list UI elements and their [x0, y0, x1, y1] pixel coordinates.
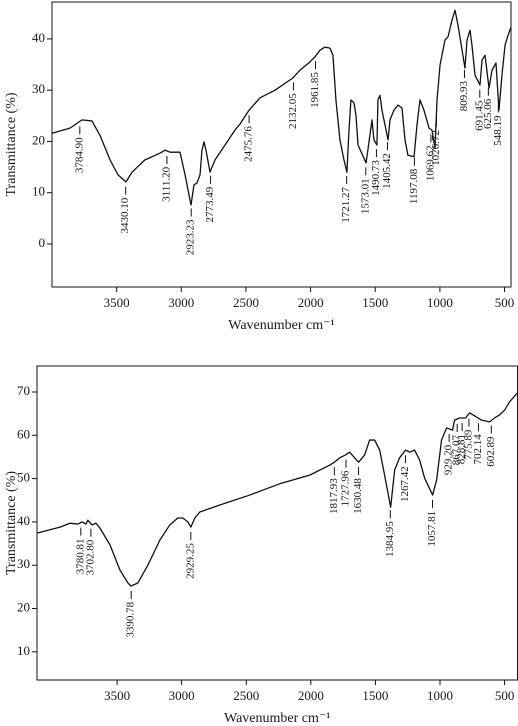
x-tick-label: 2000: [298, 688, 324, 703]
y-tick-label: 10: [17, 643, 30, 658]
annotation-label: 1405.42: [381, 153, 393, 189]
annotation-label: 3784.90: [73, 137, 85, 173]
annotation-label: 702.14: [472, 434, 484, 465]
annotation-label: 828.81: [456, 434, 468, 464]
y-tick-label: 40: [17, 513, 30, 528]
y-tick-label: 70: [17, 383, 30, 398]
annotation-label: 2929.25: [184, 543, 196, 579]
y-tick-label: 50: [17, 470, 30, 485]
annotation-label: 1267.42: [399, 466, 411, 502]
annotation-label: 2923.23: [185, 219, 197, 255]
y-tick-label: 20: [17, 600, 30, 615]
x-tick-label: 3000: [168, 295, 194, 310]
y-tick-label: 30: [32, 81, 45, 96]
annotation-label: 1817.93: [328, 478, 340, 514]
annotation-label: 929.20: [443, 444, 455, 475]
y-tick-label: 20: [32, 132, 45, 147]
annotation-label: 809.93: [458, 80, 470, 111]
spectrum-line: [51, 9, 512, 206]
annotation-label: 1630.48: [352, 478, 364, 514]
x-tick-label: 500: [495, 295, 515, 310]
x-axis-label: Wavenumber cm⁻¹: [224, 711, 330, 726]
annotation-label: 3702.80: [84, 539, 96, 575]
annotation-label: 1727.96: [340, 470, 352, 506]
annotation-label: 3111.20: [160, 166, 172, 201]
plot-frame: [36, 365, 518, 681]
annotation-label: 1384.95: [384, 521, 396, 557]
y-axis-label: Transmittance (%): [4, 92, 19, 196]
y-tick-label: 30: [17, 556, 30, 571]
annotation-label: 3780.81: [74, 539, 86, 575]
plot-frame: [51, 1, 512, 288]
y-tick-label: 0: [39, 235, 46, 250]
annotation-label: 1069.62: [424, 145, 436, 181]
annotation-label: 1026.72: [430, 130, 442, 166]
spectrum-line: [36, 392, 518, 587]
annotation-label: 1057.81: [426, 511, 438, 547]
y-tick-label: 10: [32, 184, 45, 199]
annotation-label: 775.89: [462, 429, 474, 460]
y-tick-label: 40: [32, 30, 45, 45]
x-tick-label: 3000: [169, 688, 195, 703]
y-axis-label: Transmittance (%): [4, 471, 19, 575]
annotation-label: 1961.85: [309, 72, 321, 108]
annotation-label: 602.89: [485, 436, 497, 467]
x-tick-label: 3500: [104, 295, 130, 310]
annotation-label: 2475.76: [243, 126, 255, 162]
annotation-label: 3390.78: [125, 601, 137, 637]
annotation-label: 1573.01: [359, 178, 371, 214]
annotation-label: 3430.10: [119, 197, 131, 233]
annotation-label: 548.19: [492, 115, 504, 146]
y-tick-label: 60: [17, 426, 30, 441]
x-tick-label: 500: [495, 688, 515, 703]
annotation-label: 2132.05: [287, 93, 299, 129]
annotation-label: 1197.08: [408, 168, 420, 204]
x-axis-label: Wavenumber cm⁻¹: [228, 318, 334, 333]
x-tick-label: 3500: [104, 688, 130, 703]
annotation-label: 625.06: [482, 98, 494, 129]
x-tick-label: 2500: [233, 688, 259, 703]
annotation-label: 2773.49: [204, 186, 216, 222]
annotation-label: 1490.73: [370, 160, 382, 196]
x-tick-label: 1000: [427, 688, 453, 703]
x-tick-label: 1500: [362, 295, 388, 310]
chart-panel: 0 10 20 30 40 3500 3000 2500 2000 1500 1000 500 Tran…: [4, 1, 515, 333]
chart-panel: 10 20 30 40 50 60 70 3500 3000 2500 2000 1500 1000 50…: [4, 365, 518, 726]
x-tick-label: 1000: [427, 295, 453, 310]
x-tick-label: 2500: [233, 295, 259, 310]
annotation-label: 1721.27: [340, 186, 352, 222]
annotation-label: 691.45: [473, 100, 485, 131]
x-tick-label: 2000: [298, 295, 324, 310]
annotation-label: 867.07: [451, 435, 463, 466]
x-tick-label: 1500: [362, 688, 388, 703]
